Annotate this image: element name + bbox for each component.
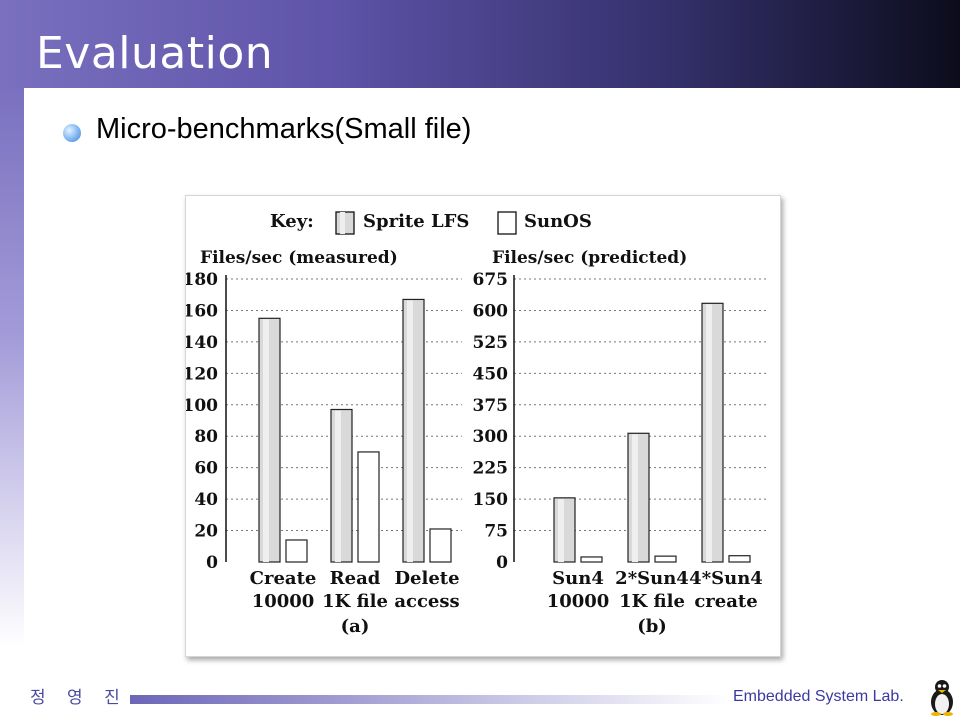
x-tick-label-a: Delete xyxy=(394,568,459,589)
bar-a-delete-sprite-lfs xyxy=(402,298,425,563)
x-sublabel-b: 10000 xyxy=(547,591,610,612)
legend-key-label: Key: xyxy=(270,211,314,232)
x-tick-label-b: Sun4 xyxy=(552,568,604,589)
bar-highlight-a xyxy=(263,319,269,562)
y-tick-label-b: 150 xyxy=(473,490,509,510)
y-tick-label-a: 80 xyxy=(194,427,218,447)
chart-image: Key: Sprite LFS SunOS Files/sec (measured) 0… xyxy=(185,195,781,657)
bar-highlight-b xyxy=(706,304,712,562)
footer-author: 정 영 진 xyxy=(30,688,128,708)
left-accent-strip xyxy=(0,88,24,648)
bar-b-2sun4-sprite-lfs xyxy=(627,432,650,563)
x-tick-label-b: 4*Sun4 xyxy=(689,568,763,589)
y-tick-label-b: 375 xyxy=(473,396,509,416)
y-axis-label-b: Files/sec (predicted) xyxy=(492,248,687,268)
y-tick-label-a: 0 xyxy=(206,553,218,573)
y-tick-label-a: 120 xyxy=(186,364,218,384)
y-tick-label-b: 675 xyxy=(473,270,509,290)
bullet-icon xyxy=(63,124,81,142)
bar-a-read-sunos xyxy=(357,451,380,563)
bar-a-delete-sunos xyxy=(429,528,452,563)
y-tick-label-b: 75 xyxy=(484,522,508,542)
x-sublabel-b: 1K file xyxy=(619,591,685,612)
bar-b-4sun4-sunos xyxy=(728,555,751,563)
y-tick-label-a: 140 xyxy=(186,333,218,353)
slide-title: Evaluation xyxy=(36,28,274,79)
legend-swatch-sunos xyxy=(497,211,517,235)
bar-highlight-b xyxy=(558,498,564,562)
y-tick-label-a: 100 xyxy=(186,396,218,416)
bar-a-create-sunos xyxy=(285,539,308,563)
y-tick-label-b: 525 xyxy=(473,333,509,353)
y-tick-label-b: 0 xyxy=(496,553,508,573)
x-sublabel-a: access xyxy=(394,591,459,612)
chart-svg: Key: Sprite LFS SunOS Files/sec (measured) 0… xyxy=(186,211,768,637)
bar-highlight-a xyxy=(407,300,413,562)
x-tick-label-a: Create xyxy=(250,568,317,589)
title-bar xyxy=(0,0,960,88)
bar-b-sun4-sunos xyxy=(580,556,603,563)
legend-label-sprite-lfs: Sprite LFS xyxy=(363,211,469,232)
y-tick-label-a: 40 xyxy=(194,490,218,510)
y-tick-label-a: 60 xyxy=(194,459,218,479)
footer-divider xyxy=(130,695,730,704)
chart-caption-b: (b) xyxy=(637,616,667,637)
y-tick-label-a: 20 xyxy=(194,522,218,542)
y-tick-label-b: 600 xyxy=(473,301,509,321)
bullet-text: Micro-benchmarks(Small file) xyxy=(96,113,472,145)
x-sublabel-a: 10000 xyxy=(252,591,315,612)
y-axis-label-a: Files/sec (measured) xyxy=(200,248,398,268)
y-tick-label-a: 160 xyxy=(186,301,218,321)
bar-b-2sun4-sunos xyxy=(654,555,677,563)
bar-a-read-sprite-lfs xyxy=(330,408,353,563)
bar-a-create-sprite-lfs xyxy=(258,317,281,563)
x-sublabel-a: 1K file xyxy=(322,591,388,612)
y-tick-label-b: 300 xyxy=(473,427,509,447)
footer-lab-name: Embedded System Lab. xyxy=(733,688,904,705)
y-tick-label-a: 180 xyxy=(186,270,218,290)
x-tick-label-b: 2*Sun4 xyxy=(615,568,689,589)
bar-highlight-a xyxy=(335,410,341,562)
x-sublabel-b: create xyxy=(694,591,757,612)
y-tick-label-b: 450 xyxy=(473,364,509,384)
x-tick-label-a: Read xyxy=(330,568,381,589)
y-tick-label-b: 225 xyxy=(473,459,509,479)
chart-caption-a: (a) xyxy=(341,616,370,637)
legend-swatch-highlight xyxy=(340,212,345,234)
penguin-logo-icon xyxy=(931,680,953,716)
bar-highlight-b xyxy=(632,434,638,562)
bar-b-4sun4-sprite-lfs xyxy=(701,302,724,563)
legend-label-sunos: SunOS xyxy=(524,211,592,232)
bar-b-sun4-sprite-lfs xyxy=(553,497,576,563)
